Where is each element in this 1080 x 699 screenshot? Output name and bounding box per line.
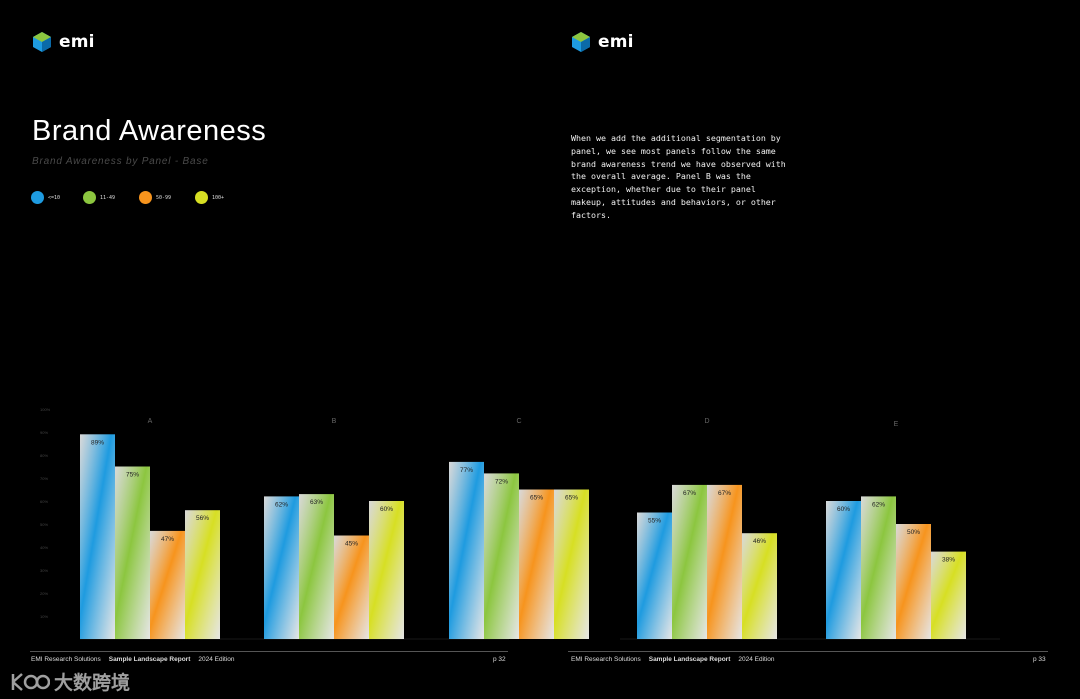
bar xyxy=(896,524,931,639)
legend-item: 50-99 xyxy=(139,191,171,204)
emi-logo-icon xyxy=(572,32,590,52)
y-tick-label: 30% xyxy=(40,568,48,573)
y-tick-label: 20% xyxy=(40,591,48,596)
legend-item: 11-49 xyxy=(83,191,115,204)
data-label: 38% xyxy=(942,557,955,564)
y-tick-label: 60% xyxy=(40,499,48,504)
footer-divider-right xyxy=(568,651,1048,652)
logo-wordmark: emi xyxy=(598,32,634,52)
legend-label: 11-49 xyxy=(100,194,116,201)
footer-left: EMI Research Solutions Sample Landscape … xyxy=(31,656,235,663)
data-label: 46% xyxy=(753,538,766,545)
bar xyxy=(115,466,150,639)
data-label: 77% xyxy=(460,467,473,474)
category-label: E xyxy=(894,421,899,428)
y-tick-label: 10% xyxy=(40,614,48,619)
footer-edition: 2024 Edition xyxy=(738,656,775,663)
data-label: 45% xyxy=(345,541,358,548)
watermark-text: 大数跨境 xyxy=(54,673,131,694)
bar xyxy=(861,496,896,639)
data-label: 47% xyxy=(161,536,174,543)
category-label: D xyxy=(704,418,709,425)
y-tick-label: 90% xyxy=(40,430,48,435)
bar xyxy=(826,501,861,639)
data-label: 50% xyxy=(907,529,920,536)
y-tick-label: 80% xyxy=(40,453,48,458)
category-label: C xyxy=(516,418,521,425)
footer-org: EMI Research Solutions xyxy=(31,656,101,663)
chart-legend: <=10 11-49 50-99 100+ xyxy=(31,191,261,205)
data-label: 72% xyxy=(495,478,508,485)
logo-wordmark: emi xyxy=(59,32,95,52)
bar xyxy=(80,434,115,639)
bar xyxy=(264,496,299,639)
data-label: 65% xyxy=(565,495,578,502)
legend-label: 50-99 xyxy=(156,194,172,201)
chart-subtitle: Brand Awareness by Panel - Base xyxy=(32,156,209,167)
footer-org: EMI Research Solutions xyxy=(571,656,641,663)
y-tick-label: 50% xyxy=(40,522,48,527)
legend-item: <=10 xyxy=(31,191,60,204)
bar xyxy=(931,551,966,639)
legend-swatch xyxy=(195,191,208,204)
page-number-right: p 33 xyxy=(1033,656,1046,663)
bar xyxy=(299,494,334,639)
page-title: Brand Awareness xyxy=(32,115,267,147)
y-tick-label: 70% xyxy=(40,476,48,481)
bar xyxy=(554,489,589,639)
bar xyxy=(742,533,777,639)
data-label: 67% xyxy=(718,490,731,497)
emi-logo-icon xyxy=(33,32,51,52)
bar xyxy=(707,484,742,639)
data-label: 55% xyxy=(648,518,661,525)
watermark-logo-icon xyxy=(11,672,50,691)
footer-divider-left xyxy=(30,651,508,652)
bar xyxy=(334,535,369,639)
bar xyxy=(637,512,672,639)
commentary-paragraph: When we add the additional segmentation … xyxy=(571,133,786,220)
data-label: 67% xyxy=(683,490,696,497)
category-label: A xyxy=(148,418,153,425)
footer-report-name: Sample Landscape Report xyxy=(108,656,191,663)
y-tick-label: 40% xyxy=(40,545,48,550)
brand-logo-left: emi xyxy=(31,31,95,53)
page-number-left: p 32 xyxy=(493,656,506,663)
data-label: 63% xyxy=(310,499,323,506)
data-label: 62% xyxy=(275,501,288,508)
bar xyxy=(484,473,519,639)
data-label: 60% xyxy=(380,506,393,513)
footer-report-name: Sample Landscape Report xyxy=(648,656,731,663)
footer-edition: 2024 Edition xyxy=(198,656,235,663)
data-label: 75% xyxy=(126,472,139,479)
legend-label: 100+ xyxy=(212,194,225,201)
data-label: 89% xyxy=(91,439,104,446)
data-label: 56% xyxy=(196,515,209,522)
bar xyxy=(185,510,220,639)
data-label: 65% xyxy=(530,495,543,502)
bar xyxy=(672,484,707,639)
brand-logo-right: emi xyxy=(570,31,634,53)
y-tick-label: 100% xyxy=(40,407,51,412)
bar xyxy=(449,461,484,639)
legend-item: 100+ xyxy=(195,191,224,204)
data-label: 60% xyxy=(837,506,850,513)
legend-swatch xyxy=(83,191,96,204)
footer-right: EMI Research Solutions Sample Landscape … xyxy=(571,656,775,663)
category-label: B xyxy=(332,418,337,425)
legend-swatch xyxy=(31,191,44,204)
watermark: 大数跨境 xyxy=(10,668,130,695)
bar xyxy=(519,489,554,639)
legend-label: <=10 xyxy=(48,194,61,201)
bar xyxy=(150,530,185,639)
bar xyxy=(369,501,404,639)
legend-swatch xyxy=(139,191,152,204)
data-label: 62% xyxy=(872,501,885,508)
